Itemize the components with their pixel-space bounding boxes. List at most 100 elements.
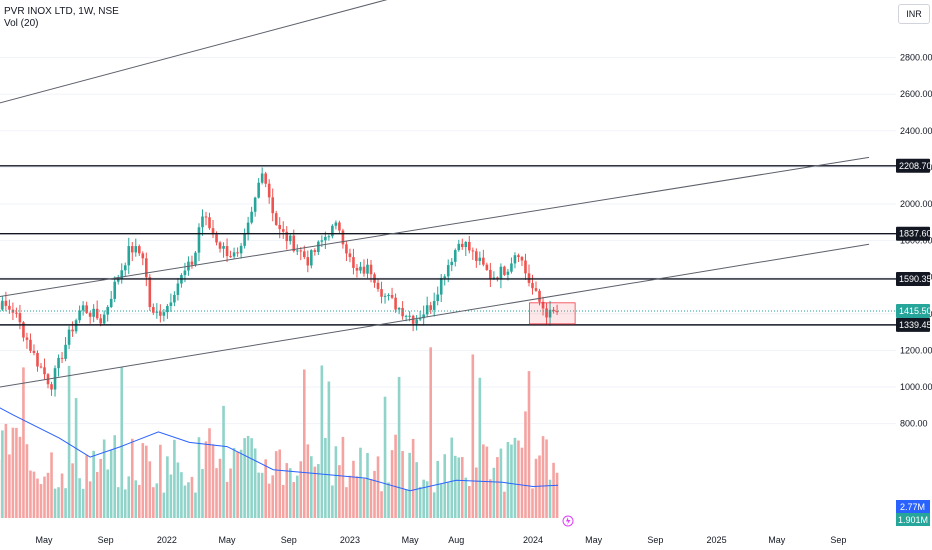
- volume-bar: [274, 451, 278, 518]
- symbol-title: PVR INOX LTD, 1W, NSE: [4, 6, 119, 17]
- candle-body: [120, 270, 124, 279]
- candle-body: [295, 250, 299, 252]
- volume-bar: [411, 438, 415, 518]
- volume-badge-bg: [896, 513, 930, 526]
- time-tick-label: May: [768, 535, 786, 545]
- volume-bar: [173, 439, 176, 518]
- level-badge-label: 1590.35: [899, 274, 932, 284]
- volume-bar: [197, 437, 201, 518]
- volume-bar: [506, 441, 510, 518]
- volume-bar: [43, 476, 46, 518]
- volume-bar: [29, 470, 32, 518]
- candle-body: [401, 307, 404, 317]
- level-badge-bg: [896, 271, 930, 286]
- candle-body: [446, 265, 450, 277]
- price-tick-label: 1000.00: [900, 382, 932, 392]
- volume-bar: [88, 481, 92, 518]
- volume-bar: [250, 438, 253, 518]
- volume-bar: [232, 447, 236, 518]
- candle-body: [222, 246, 225, 249]
- candle-body: [471, 250, 475, 252]
- volume-bar: [545, 439, 548, 518]
- volume-bar: [341, 436, 345, 518]
- candle-body: [555, 311, 559, 313]
- candle-body: [18, 313, 22, 323]
- volume-bar: [74, 398, 78, 518]
- candle-body: [352, 257, 355, 268]
- volume-bar: [418, 486, 422, 518]
- volume-moving-average: [0, 407, 559, 492]
- volume-bar: [15, 427, 18, 518]
- candle-body: [169, 302, 173, 306]
- volume-bar: [457, 457, 461, 518]
- volume-bar: [355, 476, 359, 518]
- candle-body: [215, 234, 218, 243]
- candle-body: [225, 246, 229, 257]
- volume-bar: [531, 488, 534, 518]
- candle-body: [25, 337, 29, 340]
- volume-bar: [285, 463, 289, 518]
- trend-line: [0, 243, 870, 388]
- volume-bar: [429, 347, 432, 518]
- candle-body: [183, 270, 187, 276]
- volume-bar: [102, 439, 106, 518]
- candle-body: [88, 312, 92, 317]
- candle-body: [415, 319, 418, 324]
- volume-bar: [137, 484, 141, 518]
- volume-bar: [499, 448, 503, 518]
- candle-body: [436, 294, 440, 302]
- candle-body: [1, 300, 4, 310]
- candle-body: [380, 289, 383, 297]
- chart-header: PVR INOX LTD, 1W, NSE Vol (20): [4, 6, 119, 30]
- volume-badge-label: 1.901M: [898, 515, 928, 525]
- volume-bar: [548, 479, 552, 518]
- volume-bar: [204, 441, 208, 518]
- candle-body: [113, 281, 117, 299]
- candle-body: [22, 322, 25, 338]
- candle-body: [299, 250, 303, 252]
- candle-body: [39, 366, 43, 368]
- candle-body: [43, 367, 46, 375]
- volume-bar: [109, 450, 113, 518]
- volume-bar: [415, 462, 418, 518]
- level-badge-bg: [896, 226, 930, 241]
- volume-bar: [352, 460, 355, 518]
- volume-bar: [450, 437, 454, 518]
- candle-body: [57, 357, 60, 369]
- candle-body: [250, 211, 253, 223]
- candle-body: [32, 350, 36, 353]
- candle-body: [524, 260, 527, 274]
- volume-bar: [155, 483, 159, 518]
- candle-body: [85, 305, 88, 313]
- candle-body: [106, 306, 109, 315]
- volume-bar: [106, 469, 109, 518]
- candle-body: [313, 250, 317, 253]
- candle-body: [429, 305, 432, 310]
- candle-body: [278, 224, 282, 230]
- volume-bar: [310, 456, 313, 518]
- volume-bar: [517, 440, 520, 518]
- candle-body: [355, 267, 359, 271]
- candle-body: [271, 197, 275, 214]
- volume-bar: [159, 444, 162, 518]
- candle-body: [348, 253, 352, 258]
- volume-bar: [292, 482, 296, 518]
- trend-line: [0, 0, 388, 104]
- candle-body: [197, 227, 201, 253]
- candle-body: [327, 236, 331, 238]
- volume-bar: [222, 405, 225, 518]
- volume-bar: [218, 458, 222, 518]
- candle-body: [102, 314, 106, 324]
- candle-body: [460, 243, 464, 248]
- candle-body: [453, 250, 457, 262]
- volume-bar: [67, 365, 71, 518]
- time-tick-label: 2025: [707, 535, 727, 545]
- volume-bar: [390, 450, 394, 518]
- currency-selector[interactable]: INR: [898, 4, 930, 24]
- candle-body: [288, 235, 292, 242]
- candle-body: [236, 252, 239, 254]
- candle-body: [243, 234, 246, 246]
- candle-body: [489, 269, 492, 279]
- volume-bar: [278, 449, 282, 518]
